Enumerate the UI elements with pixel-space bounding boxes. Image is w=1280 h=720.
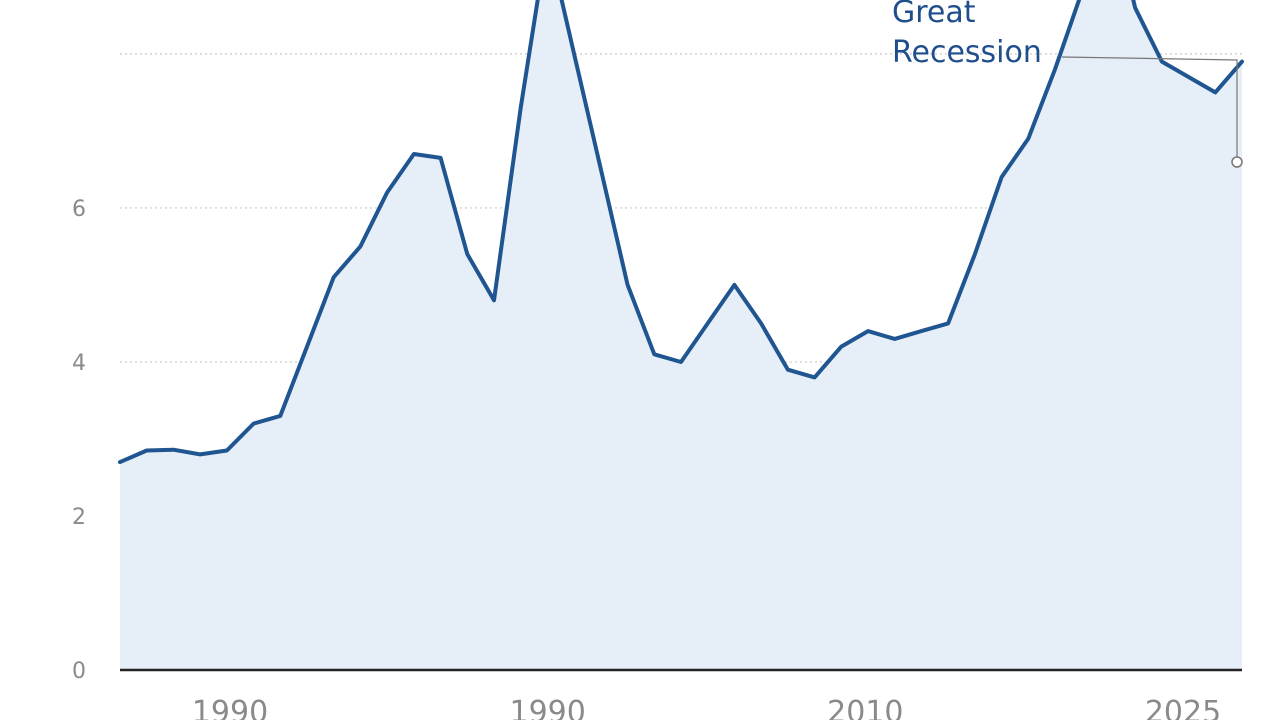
y-tick-label: 2 (72, 505, 86, 530)
data-point (492, 298, 496, 302)
data-point (439, 156, 443, 160)
annotation-marker (1231, 156, 1243, 168)
data-point (519, 106, 523, 110)
x-tick-label: 1990 (192, 695, 268, 720)
y-axis-ticks: 0 2 4 6 (72, 197, 86, 684)
data-point (198, 452, 202, 456)
data-point (839, 345, 843, 349)
data-point (225, 449, 229, 453)
annotation-leader-line (1061, 56, 1238, 158)
data-point (866, 329, 870, 333)
x-axis-ticks: 1990 1990 2010 2025 (192, 695, 1221, 720)
data-point (1187, 75, 1191, 79)
data-point (652, 352, 656, 356)
data-point (732, 283, 736, 287)
data-point (465, 252, 469, 256)
y-tick-label: 6 (72, 197, 86, 222)
data-point (1026, 137, 1030, 141)
data-point (893, 337, 897, 341)
annotation-line-2: Recession (892, 35, 1042, 70)
data-point (599, 167, 603, 171)
y-tick-label: 4 (72, 351, 86, 376)
data-point (626, 283, 630, 287)
data-point (1133, 6, 1137, 10)
x-tick-label: 1990 (509, 695, 585, 720)
y-tick-label: 0 (72, 659, 86, 684)
data-point (1240, 60, 1244, 64)
x-tick-label: 2010 (827, 695, 903, 720)
data-point (1160, 60, 1164, 64)
data-point (679, 360, 683, 364)
data-point (813, 375, 817, 379)
x-tick-label: 2025 (1145, 695, 1221, 720)
data-point (919, 329, 923, 333)
data-point (118, 460, 122, 464)
annotation-great-recession: Great Recession (892, 0, 1243, 168)
data-point (759, 321, 763, 325)
data-point (385, 191, 389, 195)
series-line (118, 0, 1244, 465)
data-point (572, 52, 576, 56)
data-point (1000, 175, 1004, 179)
data-point (1053, 67, 1057, 71)
data-point (252, 422, 256, 426)
data-point (1213, 90, 1217, 94)
data-point (278, 414, 282, 418)
data-point (706, 321, 710, 325)
data-point (171, 448, 175, 452)
data-point (145, 449, 149, 453)
annotation-line-1: Great (892, 0, 976, 30)
data-point (946, 321, 950, 325)
data-point (412, 152, 416, 156)
data-point (332, 275, 336, 279)
data-point (786, 368, 790, 372)
area-fill (120, 0, 1242, 670)
data-point (358, 244, 362, 248)
data-point (305, 345, 309, 349)
data-point (973, 252, 977, 256)
